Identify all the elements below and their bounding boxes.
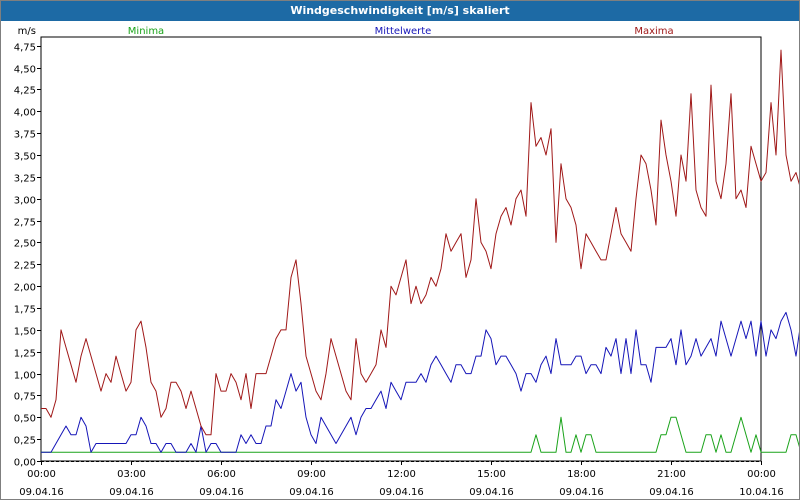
- y-tick-label: 2,75: [14, 218, 36, 229]
- x-tick-time: 09:00: [297, 469, 326, 480]
- series-line-mittelwerte: [41, 311, 799, 453]
- y-tick-label: 1,75: [14, 305, 36, 316]
- y-tick-label: 4,75: [14, 43, 36, 54]
- legend-mittelwerte: Mittelwerte: [375, 26, 432, 37]
- axes: 0,00 0,25 0,50 0,75 1,00 1,25 1,50 1,75 2,00 2,25…: [14, 26, 784, 498]
- y-tick-label: 0,50: [14, 414, 36, 425]
- x-tick-time: 18:00: [567, 469, 596, 480]
- legend: Minima Mittelwerte Maxima: [128, 26, 674, 37]
- x-tick-date: 09.04.16: [19, 487, 64, 498]
- x-tick-time: 21:00: [657, 469, 686, 480]
- x-tick-date: 09.04.16: [199, 487, 244, 498]
- y-tick-label: 0,00: [14, 458, 36, 469]
- y-tick-label: 4,50: [14, 65, 36, 76]
- x-tick-date: 09.04.16: [469, 487, 514, 498]
- x-tick-date: 09.04.16: [379, 487, 424, 498]
- y-tick-label: 4,25: [14, 86, 36, 97]
- y-tick-label: 3,75: [14, 130, 36, 141]
- y-axis-label: m/s: [18, 26, 36, 37]
- x-tick-time: 12:00: [387, 469, 416, 480]
- y-tick-label: 3,25: [14, 174, 36, 185]
- y-tick-label: 3,50: [14, 152, 36, 163]
- x-tick-time: 06:00: [207, 469, 236, 480]
- series-group: [41, 49, 799, 453]
- y-tick-label: 3,00: [14, 196, 36, 207]
- x-tick-date: 09.04.16: [109, 487, 154, 498]
- x-tick-time: 00:00: [747, 469, 776, 480]
- y-tick-label: 2,25: [14, 261, 36, 272]
- y-tick-label: 2,00: [14, 283, 36, 294]
- x-tick-date: 09.04.16: [649, 487, 694, 498]
- y-tick-label: 1,25: [14, 349, 36, 360]
- x-tick-time: 00:00: [27, 469, 56, 480]
- x-tick-time: 15:00: [477, 469, 506, 480]
- x-tick-date: 10.04.16: [739, 487, 784, 498]
- y-tick-label: 1,00: [14, 371, 36, 382]
- x-tick-date: 09.04.16: [559, 487, 604, 498]
- legend-maxima: Maxima: [634, 26, 673, 37]
- y-tick-label: 0,25: [14, 436, 36, 447]
- legend-minima: Minima: [128, 26, 164, 37]
- plot-frame: [40, 36, 762, 462]
- x-tick-time: 03:00: [117, 469, 146, 480]
- series-line-maxima: [41, 49, 799, 436]
- window-title: Windgeschwindigkeit [m/s] skaliert: [1, 1, 799, 21]
- x-tick-date: 09.04.16: [289, 487, 334, 498]
- y-tick-label: 2,50: [14, 239, 36, 250]
- y-tick-label: 1,50: [14, 327, 36, 338]
- y-tick-label: 4,00: [14, 108, 36, 119]
- y-tick-label: 0,75: [14, 392, 36, 403]
